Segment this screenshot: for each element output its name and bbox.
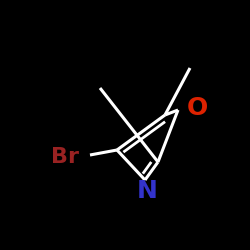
Text: O: O (186, 96, 208, 120)
Text: N: N (136, 179, 158, 203)
Text: Br: Br (51, 147, 79, 167)
